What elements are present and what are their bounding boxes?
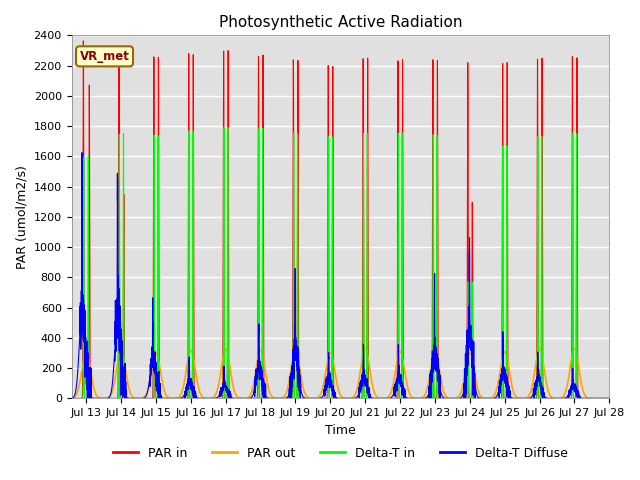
X-axis label: Time: Time	[325, 424, 356, 437]
Delta-T in	[224, 125, 232, 131]
PAR out	[386, 392, 394, 398]
Text: VR_met: VR_met	[79, 50, 129, 63]
Delta-T Diffuse	[95, 396, 102, 401]
PAR out	[410, 395, 417, 401]
Delta-T Diffuse	[68, 396, 76, 401]
Line: Delta-T Diffuse: Delta-T Diffuse	[72, 153, 609, 398]
Delta-T Diffuse	[410, 396, 417, 401]
Delta-T Diffuse	[262, 394, 270, 400]
PAR out	[222, 346, 230, 351]
PAR in	[495, 396, 503, 401]
Delta-T Diffuse	[386, 396, 394, 401]
Delta-T Diffuse	[78, 150, 86, 156]
Delta-T in	[495, 396, 503, 401]
Y-axis label: PAR (umol/m2/s): PAR (umol/m2/s)	[15, 165, 28, 269]
Delta-T in	[605, 396, 613, 401]
PAR out	[262, 375, 270, 381]
Delta-T Diffuse	[467, 323, 474, 328]
Delta-T Diffuse	[605, 396, 613, 401]
PAR out	[97, 396, 105, 401]
PAR out	[68, 396, 76, 401]
PAR in	[467, 396, 474, 401]
Delta-T in	[386, 396, 394, 401]
Delta-T in	[467, 396, 474, 401]
Line: PAR in: PAR in	[72, 41, 609, 398]
PAR in	[79, 38, 87, 44]
Delta-T in	[68, 396, 76, 401]
Delta-T in	[410, 396, 417, 401]
PAR out	[95, 395, 102, 400]
Delta-T Diffuse	[495, 387, 503, 393]
PAR in	[262, 396, 270, 401]
PAR in	[605, 396, 613, 401]
PAR in	[95, 396, 102, 401]
Line: PAR out: PAR out	[72, 348, 609, 398]
Line: Delta-T in: Delta-T in	[72, 128, 609, 398]
PAR out	[605, 396, 613, 401]
PAR in	[68, 396, 76, 401]
Delta-T in	[262, 396, 270, 401]
PAR out	[495, 374, 503, 380]
Legend: PAR in, PAR out, Delta-T in, Delta-T Diffuse: PAR in, PAR out, Delta-T in, Delta-T Dif…	[108, 442, 573, 465]
PAR in	[410, 396, 417, 401]
PAR in	[386, 396, 394, 401]
Delta-T in	[95, 396, 102, 401]
Title: Photosynthetic Active Radiation: Photosynthetic Active Radiation	[219, 15, 462, 30]
PAR out	[467, 350, 474, 356]
